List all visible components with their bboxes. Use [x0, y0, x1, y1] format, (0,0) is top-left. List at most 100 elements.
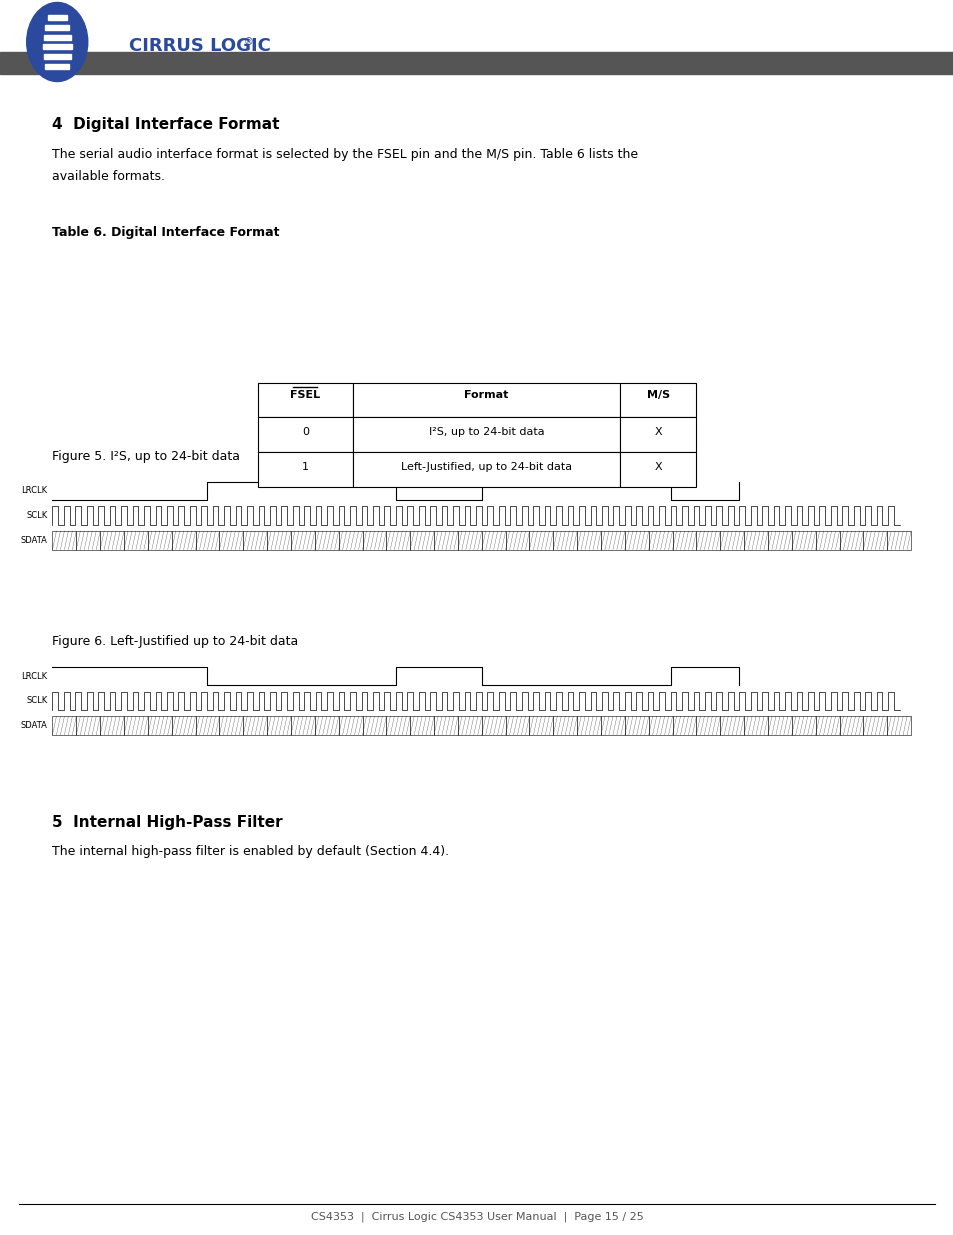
Bar	[553, 716, 577, 735]
Text: LRCLK: LRCLK	[22, 672, 48, 680]
Bar	[100, 531, 124, 550]
Bar	[100, 716, 124, 735]
Bar	[0, 52, 953, 74]
Bar	[743, 531, 767, 550]
Bar	[46, 64, 70, 69]
Bar	[815, 716, 839, 735]
Bar	[76, 716, 100, 735]
Bar	[505, 716, 529, 735]
Bar	[148, 531, 172, 550]
Text: SDATA: SDATA	[21, 721, 48, 730]
Bar	[338, 531, 362, 550]
Bar	[434, 716, 457, 735]
Bar	[48, 15, 67, 20]
Text: 0: 0	[301, 427, 309, 437]
Text: CIRRUS LOGIC: CIRRUS LOGIC	[129, 37, 271, 54]
Bar	[457, 531, 481, 550]
Text: 1: 1	[301, 462, 309, 472]
Bar	[767, 716, 791, 735]
Bar	[434, 531, 457, 550]
Bar	[696, 531, 720, 550]
Bar	[624, 531, 648, 550]
Text: X: X	[654, 427, 661, 437]
Bar	[219, 716, 243, 735]
Bar	[195, 531, 219, 550]
Text: The serial audio interface format is selected by the FSEL pin and the M/S pin. T: The serial audio interface format is sel…	[52, 148, 638, 162]
Bar	[648, 716, 672, 735]
Bar	[243, 716, 267, 735]
Bar	[410, 531, 434, 550]
Bar	[839, 716, 862, 735]
Bar	[148, 716, 172, 735]
Bar	[839, 531, 862, 550]
Bar	[362, 531, 386, 550]
Bar	[46, 25, 70, 30]
Bar	[291, 716, 314, 735]
Bar	[353, 383, 619, 417]
Bar	[410, 716, 434, 735]
Bar	[267, 531, 291, 550]
Bar	[619, 417, 696, 452]
Text: available formats.: available formats.	[52, 170, 165, 184]
Bar	[257, 417, 353, 452]
Bar	[124, 531, 148, 550]
Bar	[44, 35, 71, 40]
Bar	[696, 716, 720, 735]
Bar	[257, 383, 353, 417]
Bar	[481, 716, 505, 735]
Text: M/S: M/S	[646, 390, 669, 400]
Bar	[619, 383, 696, 417]
Bar	[195, 716, 219, 735]
Bar	[862, 716, 886, 735]
Bar	[791, 531, 815, 550]
Bar	[481, 531, 505, 550]
Bar	[172, 716, 195, 735]
Bar	[257, 452, 353, 487]
Bar	[577, 716, 600, 735]
Bar	[529, 716, 553, 735]
Bar	[172, 531, 195, 550]
Bar	[52, 531, 76, 550]
Bar	[457, 716, 481, 735]
Text: SCLK: SCLK	[27, 511, 48, 520]
Bar	[43, 44, 71, 49]
Bar	[648, 531, 672, 550]
Bar	[720, 531, 743, 550]
Bar	[314, 531, 338, 550]
Bar	[862, 531, 886, 550]
Text: SCLK: SCLK	[27, 697, 48, 705]
Text: 5  Internal High-Pass Filter: 5 Internal High-Pass Filter	[52, 815, 283, 830]
Bar	[267, 716, 291, 735]
Text: 4  Digital Interface Format: 4 Digital Interface Format	[52, 117, 279, 132]
Bar	[353, 452, 619, 487]
Text: Format: Format	[464, 390, 508, 400]
Bar	[529, 531, 553, 550]
Bar	[314, 716, 338, 735]
Text: ®: ®	[243, 37, 253, 47]
Bar	[44, 54, 71, 59]
Text: SDATA: SDATA	[21, 536, 48, 545]
Bar	[720, 716, 743, 735]
Bar	[619, 452, 696, 487]
Bar	[672, 716, 696, 735]
Text: Table 6. Digital Interface Format: Table 6. Digital Interface Format	[52, 226, 279, 240]
Bar	[743, 716, 767, 735]
Bar	[76, 531, 100, 550]
Text: LRCLK: LRCLK	[22, 487, 48, 495]
Bar	[505, 531, 529, 550]
Text: CS4353  |  Cirrus Logic CS4353 User Manual  |  Page 15 / 25: CS4353 | Cirrus Logic CS4353 User Manual…	[311, 1212, 642, 1221]
Bar	[791, 716, 815, 735]
Bar	[124, 716, 148, 735]
Bar	[886, 716, 910, 735]
Text: Figure 5. I²S, up to 24-bit data: Figure 5. I²S, up to 24-bit data	[52, 450, 240, 463]
Bar	[338, 716, 362, 735]
Bar	[243, 531, 267, 550]
Bar	[600, 531, 624, 550]
Text: The internal high-pass filter is enabled by default (Section 4.4).: The internal high-pass filter is enabled…	[52, 845, 449, 858]
Text: X: X	[654, 462, 661, 472]
Bar	[672, 531, 696, 550]
Bar	[600, 716, 624, 735]
Text: Left-Justified, up to 24-bit data: Left-Justified, up to 24-bit data	[400, 462, 572, 472]
Bar	[815, 531, 839, 550]
Bar	[886, 531, 910, 550]
